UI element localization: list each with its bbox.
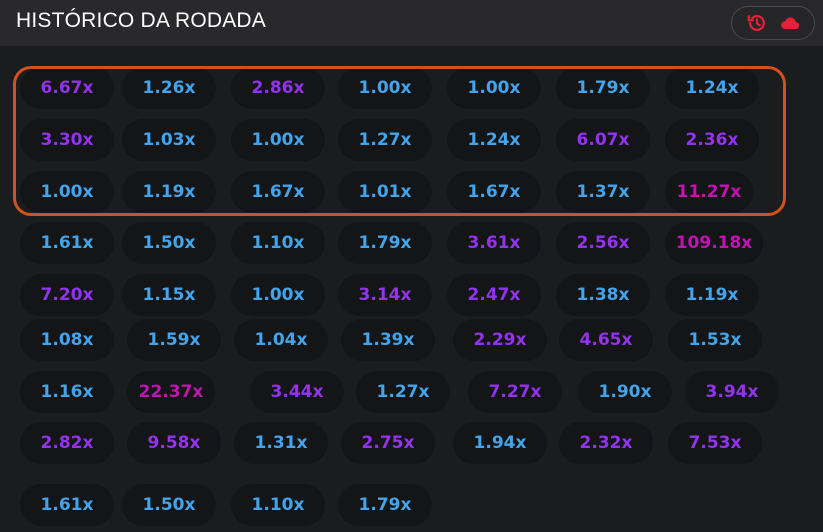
panel-header: HISTÓRICO DA RODADA [0,0,823,46]
multiplier-chip[interactable]: 1.00x [338,67,432,109]
multiplier-chip[interactable]: 109.18x [665,222,763,264]
multiplier-chip[interactable]: 2.75x [341,422,435,464]
multiplier-chip[interactable]: 2.32x [559,422,653,464]
multiplier-chip[interactable]: 1.00x [447,67,541,109]
multiplier-chip[interactable]: 1.16x [20,371,114,413]
multiplier-chip[interactable]: 1.10x [231,484,325,526]
multiplier-chip[interactable]: 1.79x [338,484,432,526]
multiplier-chip[interactable]: 7.27x [468,371,562,413]
multiplier-chip[interactable]: 1.15x [122,274,216,316]
cloud-icon [781,17,800,30]
multiplier-chip[interactable]: 1.01x [338,171,432,213]
multiplier-chip[interactable]: 22.37x [127,371,215,413]
multiplier-chip[interactable]: 1.61x [20,484,114,526]
panel-title: HISTÓRICO DA RODADA [16,9,266,32]
multiplier-chip[interactable]: 1.00x [20,171,114,213]
multiplier-chip[interactable]: 1.90x [578,371,672,413]
multiplier-chip[interactable]: 2.86x [231,67,325,109]
multiplier-chip[interactable]: 1.08x [20,319,114,361]
multiplier-chip[interactable]: 1.27x [356,371,450,413]
multiplier-chip[interactable]: 1.39x [341,319,435,361]
multiplier-chip[interactable]: 1.03x [122,119,216,161]
multiplier-chip[interactable]: 1.19x [665,274,759,316]
multiplier-chip[interactable]: 1.50x [122,484,216,526]
history-clock-icon [747,15,765,31]
multiplier-chip[interactable]: 3.94x [685,371,779,413]
multiplier-chip[interactable]: 1.04x [234,319,328,361]
multiplier-chip[interactable]: 3.14x [338,274,432,316]
multiplier-chip[interactable]: 1.00x [231,119,325,161]
multiplier-chip[interactable]: 1.00x [231,274,325,316]
multiplier-chip[interactable]: 1.67x [447,171,541,213]
multiplier-chip[interactable]: 7.20x [20,274,114,316]
multiplier-chip[interactable]: 1.59x [127,319,221,361]
multiplier-chip[interactable]: 3.30x [20,119,114,161]
multiplier-chip[interactable]: 1.61x [20,222,114,264]
multiplier-chip[interactable]: 3.61x [447,222,541,264]
multiplier-chip[interactable]: 1.53x [668,319,762,361]
multiplier-chip[interactable]: 2.47x [447,274,541,316]
multiplier-chip[interactable]: 1.38x [556,274,650,316]
multiplier-chip[interactable]: 1.24x [665,67,759,109]
multiplier-chip[interactable]: 1.27x [338,119,432,161]
multiplier-chip[interactable]: 1.24x [447,119,541,161]
multiplier-chip[interactable]: 1.50x [122,222,216,264]
multiplier-chip[interactable]: 1.79x [556,67,650,109]
multiplier-chip[interactable]: 2.56x [556,222,650,264]
multiplier-chip[interactable]: 11.27x [665,171,753,213]
multiplier-chip[interactable]: 1.67x [231,171,325,213]
multiplier-chip[interactable]: 1.10x [231,222,325,264]
multiplier-chip[interactable]: 1.79x [338,222,432,264]
multiplier-chip[interactable]: 1.94x [453,422,547,464]
multiplier-chip[interactable]: 7.53x [668,422,762,464]
multiplier-chip[interactable]: 1.31x [234,422,328,464]
multiplier-chip[interactable]: 1.26x [122,67,216,109]
multiplier-chip[interactable]: 3.44x [250,371,344,413]
round-history-toggle-button[interactable] [731,6,815,40]
multiplier-chip[interactable]: 2.82x [20,422,114,464]
multiplier-chip[interactable]: 1.19x [122,171,216,213]
multiplier-chip[interactable]: 4.65x [559,319,653,361]
multiplier-chip[interactable]: 2.29x [453,319,547,361]
multiplier-chip[interactable]: 9.58x [127,422,221,464]
multiplier-chip[interactable]: 1.37x [556,171,650,213]
multiplier-chip[interactable]: 6.07x [556,119,650,161]
multiplier-chip[interactable]: 6.67x [20,67,114,109]
multiplier-chip[interactable]: 2.36x [665,119,759,161]
